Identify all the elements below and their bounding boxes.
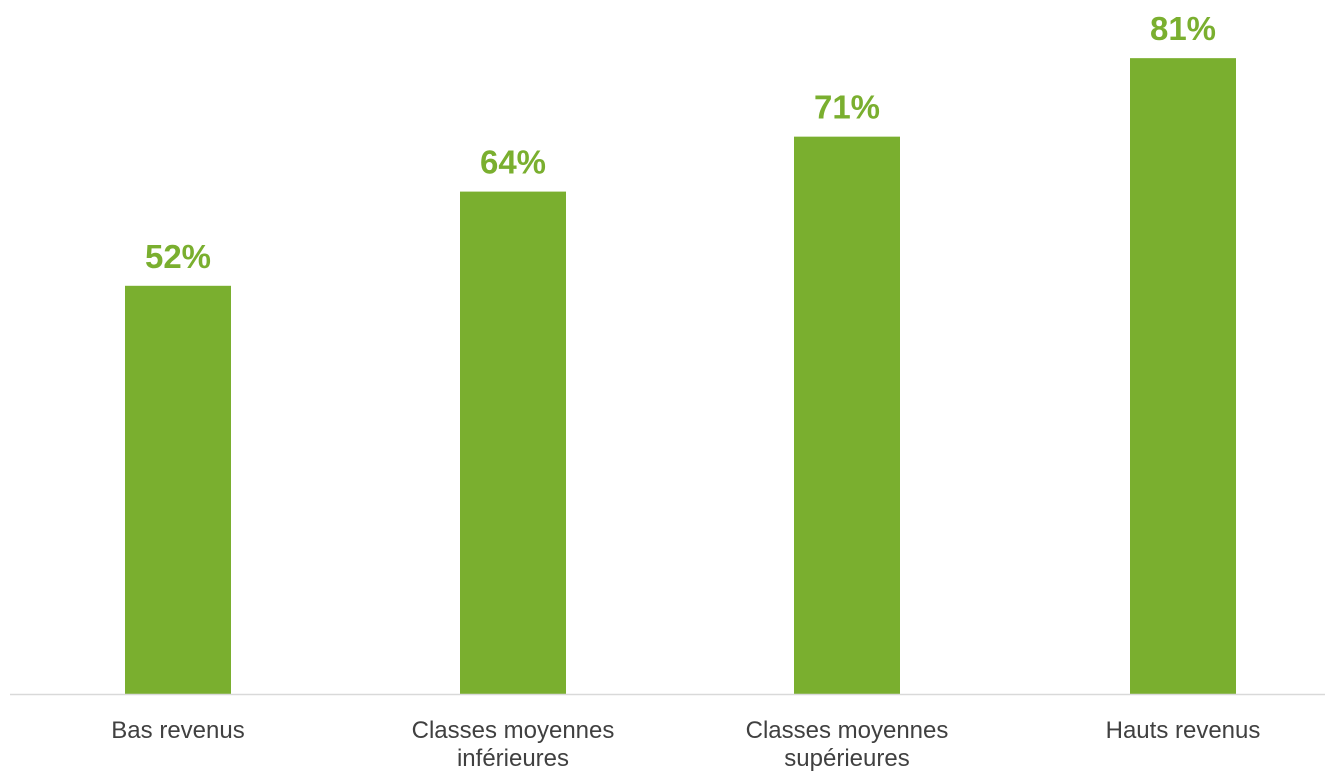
bars-group xyxy=(125,58,1236,694)
bar-4 xyxy=(1130,58,1236,694)
bar-2 xyxy=(460,191,566,694)
category-label-1: Bas revenus xyxy=(111,717,245,744)
category-label-3: Classes moyennes supérieures xyxy=(745,717,949,772)
category-label-2: Classes moyennes inférieures xyxy=(411,717,615,772)
bar-1 xyxy=(125,285,231,694)
data-label-3: 71% xyxy=(814,89,880,126)
bar-3 xyxy=(794,136,900,694)
data-label-2: 64% xyxy=(480,144,546,181)
data-label-4: 81% xyxy=(1150,10,1216,47)
data-labels-group: 52% 64% 71% 81% xyxy=(145,10,1216,275)
category-label-4: Hauts revenus xyxy=(1105,717,1261,744)
data-label-1: 52% xyxy=(145,238,211,275)
